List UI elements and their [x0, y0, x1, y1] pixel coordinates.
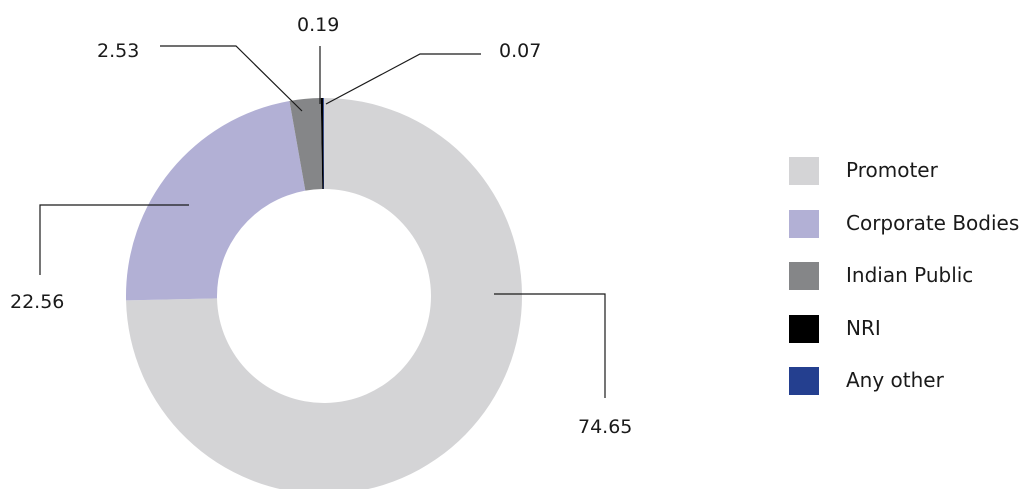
- legend-swatch-indian-public: [789, 262, 819, 290]
- slice-promoter: [126, 98, 522, 489]
- legend-swatch-promoter: [789, 157, 819, 185]
- slice-indian-public: [289, 98, 323, 191]
- slice-corporate-bodies: [126, 101, 306, 301]
- data-label-nri: 0.19: [297, 14, 339, 36]
- legend-label-any-other: Any other: [846, 368, 944, 392]
- legend-label-corporate-bodies: Corporate Bodies: [846, 210, 1019, 235]
- legend-swatch-nri: [789, 314, 819, 343]
- donut-slices: [126, 98, 522, 489]
- data-label-indian-public: 2.53: [97, 40, 139, 62]
- data-labels: 74.65 22.56 2.53 0.19 0.07: [10, 14, 632, 438]
- legend-label-nri: NRI: [846, 315, 881, 340]
- legend-swatch-corporate-bodies: [789, 209, 819, 238]
- data-label-promoter: 74.65: [578, 416, 632, 438]
- data-label-any-other: 0.07: [499, 40, 541, 62]
- leader-line-corporate-bodies: [39, 204, 189, 275]
- data-label-corporate-bodies: 22.56: [10, 291, 64, 313]
- slice-nri: [320, 98, 324, 190]
- legend-label-promoter: Promoter: [846, 158, 938, 182]
- leader-lines: [39, 45, 606, 398]
- legend-label-indian-public: Indian Public: [846, 263, 974, 287]
- legend-swatch-any-other: [789, 367, 819, 395]
- slice-any-other: [323, 98, 324, 190]
- leader-line-any-other: [325, 53, 481, 105]
- leader-line-indian-public: [160, 45, 303, 112]
- leader-line-promoter: [494, 293, 606, 398]
